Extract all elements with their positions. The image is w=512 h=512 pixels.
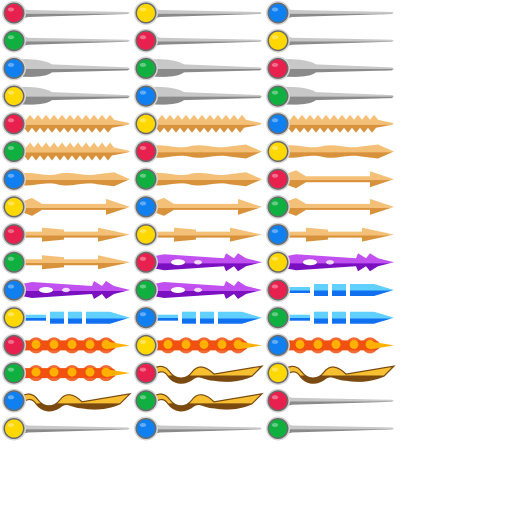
bronze-arrow-blade-green-gem-icon xyxy=(266,195,394,219)
bronze-serrated-blade-yellow-gem-icon xyxy=(134,112,262,136)
azure-segmented-blade-green-gem-icon xyxy=(266,306,394,330)
violet-trident-blade-blue-gem-icon xyxy=(2,278,130,302)
silver-plain-blade-red-gem-icon xyxy=(134,29,262,53)
silver-plain-blade-red-gem-icon xyxy=(2,1,130,25)
silver-broad-blade-red-gem-icon xyxy=(266,56,394,80)
bronze-block-blade-red-gem-icon xyxy=(2,223,130,247)
bronze-arrow-blade-red-gem-icon xyxy=(266,167,394,191)
gold-serpent-blade-red-gem-icon xyxy=(134,361,262,385)
silver-plain-blade-yellow-gem-icon xyxy=(2,417,130,441)
bronze-arrow-blade-blue-gem-icon xyxy=(134,195,262,219)
violet-trident-blade-green-gem-icon xyxy=(134,278,262,302)
bronze-wave-blade-blue-gem-icon xyxy=(2,167,130,191)
gold-serpent-blade-yellow-gem-icon xyxy=(266,361,394,385)
silver-broad-blade-blue-gem-icon xyxy=(2,56,130,80)
silver-plain-blade-yellow-gem-icon xyxy=(266,29,394,53)
flame-blade-red-gem-icon xyxy=(2,333,130,357)
silver-plain-blade-green-gem-icon xyxy=(2,29,130,53)
violet-trident-blade-yellow-gem-icon xyxy=(266,250,394,274)
gold-serpent-blade-blue-gem-icon xyxy=(2,389,130,413)
azure-segmented-blade-yellow-gem-icon xyxy=(2,306,130,330)
bronze-serrated-blade-red-gem-icon xyxy=(2,112,130,136)
bronze-block-blade-blue-gem-icon xyxy=(266,223,394,247)
flame-blade-blue-gem-icon xyxy=(266,333,394,357)
silver-plain-blade-green-gem-icon xyxy=(266,417,394,441)
gold-serpent-blade-green-gem-icon xyxy=(134,389,262,413)
silver-broad-blade-green-gem-icon xyxy=(266,84,394,108)
silver-plain-blade-yellow-gem-icon xyxy=(134,1,262,25)
azure-segmented-blade-red-gem-icon xyxy=(266,278,394,302)
bronze-wave-blade-red-gem-icon xyxy=(134,140,262,164)
flame-blade-yellow-gem-icon xyxy=(134,333,262,357)
silver-broad-blade-blue-gem-icon xyxy=(134,84,262,108)
flame-blade-green-gem-icon xyxy=(2,361,130,385)
bronze-wave-blade-green-gem-icon xyxy=(134,167,262,191)
silver-broad-blade-green-gem-icon xyxy=(134,56,262,80)
silver-plain-blade-blue-gem-icon xyxy=(266,1,394,25)
azure-segmented-blade-blue-gem-icon xyxy=(134,306,262,330)
violet-trident-blade-red-gem-icon xyxy=(134,250,262,274)
bronze-block-blade-yellow-gem-icon xyxy=(134,223,262,247)
bronze-arrow-blade-yellow-gem-icon xyxy=(2,195,130,219)
bronze-serrated-blade-blue-gem-icon xyxy=(266,112,394,136)
bronze-serrated-blade-green-gem-icon xyxy=(2,140,130,164)
silver-plain-blade-blue-gem-icon xyxy=(134,417,262,441)
bronze-block-blade-green-gem-icon xyxy=(2,250,130,274)
silver-plain-blade-red-gem-icon xyxy=(266,389,394,413)
silver-broad-blade-yellow-gem-icon xyxy=(2,84,130,108)
bronze-wave-blade-yellow-gem-icon xyxy=(266,140,394,164)
